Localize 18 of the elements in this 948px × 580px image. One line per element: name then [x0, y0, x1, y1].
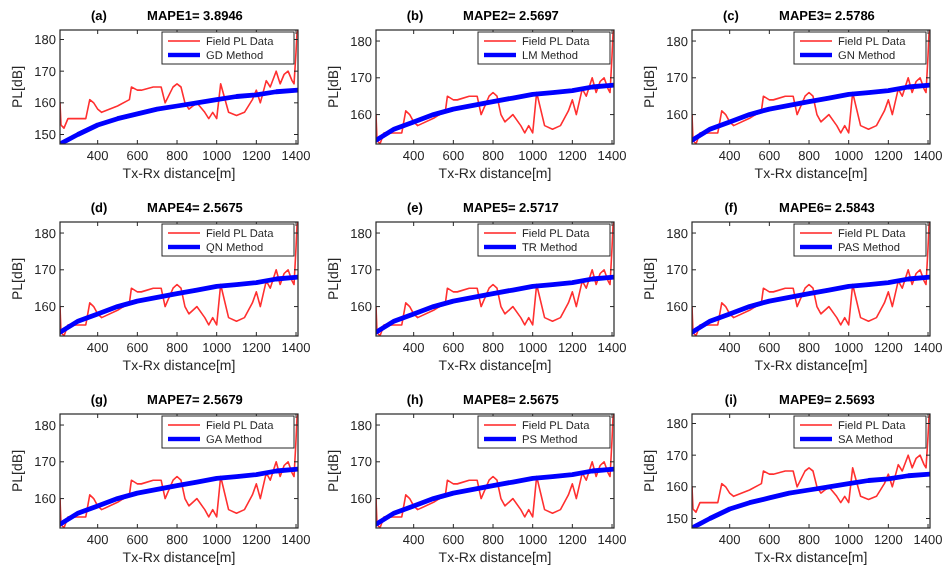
line-series: [692, 471, 930, 528]
line-series: [60, 414, 298, 528]
line-series: [376, 414, 614, 528]
line-series: [376, 30, 614, 144]
line-series: [692, 274, 930, 335]
line-series: [60, 87, 298, 144]
line-series: [60, 222, 298, 336]
line-series: [376, 466, 614, 527]
line-series: [376, 274, 614, 335]
line-series: [60, 30, 298, 129]
line-series: [692, 82, 930, 143]
line-series: [692, 414, 930, 513]
line-series: [692, 222, 930, 336]
line-series: [376, 222, 614, 336]
line-series: [60, 274, 298, 335]
line-series: [60, 466, 298, 527]
line-series: [692, 30, 930, 144]
line-series: [376, 82, 614, 143]
